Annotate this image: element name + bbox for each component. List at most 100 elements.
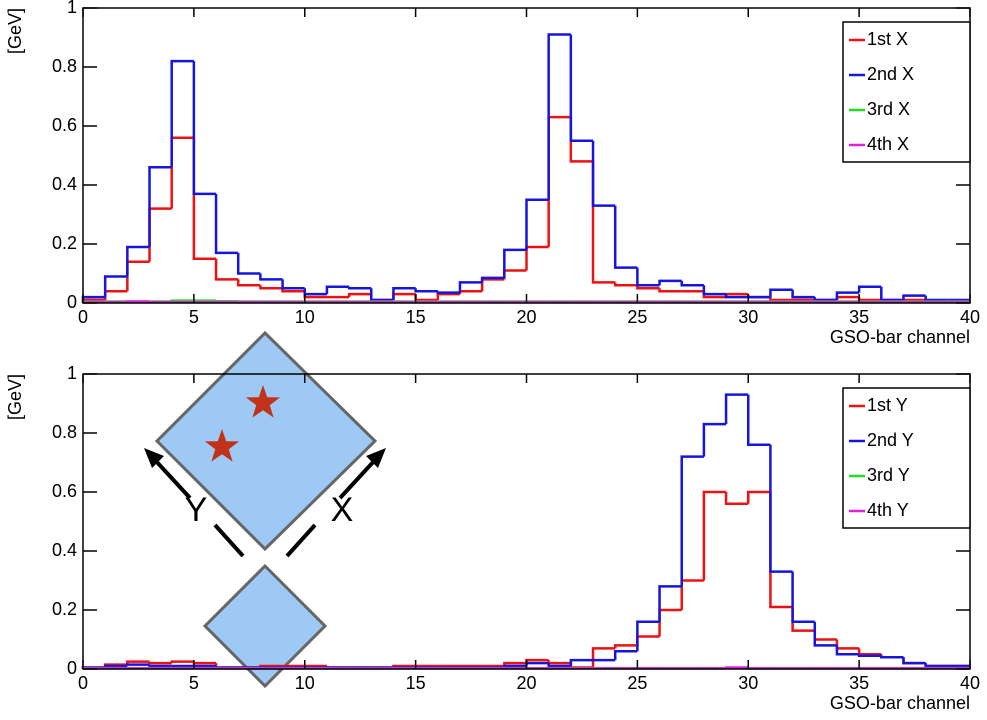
x-tick-label: 10 — [295, 307, 315, 327]
x-tick-label: 30 — [738, 673, 758, 693]
histogram-bin — [192, 61, 217, 196]
detector-diagram: Y X — [144, 330, 386, 689]
histogram-bin — [813, 621, 837, 647]
histogram-bin — [680, 579, 704, 610]
histogram-bin — [370, 288, 394, 302]
histogram-bin — [126, 260, 150, 292]
histogram-bin — [835, 295, 860, 301]
histogram-bin — [857, 297, 882, 302]
legend-label: 1st Y — [867, 395, 908, 415]
histogram-bin — [126, 300, 150, 303]
histogram-bin — [791, 289, 815, 299]
star — [245, 385, 281, 418]
histogram-bin — [591, 161, 616, 284]
legend-box — [842, 387, 971, 529]
y-tick-label: 1 — [67, 363, 77, 383]
histogram-bin — [170, 136, 194, 209]
histogram-bin — [547, 33, 571, 200]
histogram-bin — [148, 661, 172, 665]
histogram-bin — [613, 644, 638, 649]
arrowhead — [144, 448, 164, 468]
histogram-bin — [924, 663, 948, 668]
y-tick-label: 0 — [67, 658, 77, 678]
histogram-bin — [680, 280, 704, 287]
x-tick-label: 20 — [516, 307, 536, 327]
legend-label: 2nd X — [867, 64, 914, 84]
histogram-bin — [236, 252, 261, 275]
histogram-bin — [813, 630, 837, 641]
histogram-bin — [569, 658, 594, 667]
x-tick-label: 15 — [406, 673, 426, 693]
x-tick-label: 20 — [516, 673, 536, 693]
histogram-bin — [547, 663, 571, 668]
legend-label: 1st X — [867, 29, 908, 49]
histogram-bin — [214, 258, 239, 281]
histogram-bin — [569, 34, 594, 142]
y-axis-title: [GeV] — [5, 374, 25, 420]
y-tick-label: 1 — [67, 0, 77, 17]
legend: 1st Y 2nd Y 3rd Y 4th Y — [842, 387, 971, 529]
x-tick-label: 40 — [960, 307, 980, 327]
legend-label: 3rd X — [867, 99, 910, 119]
x-tick-label: 25 — [627, 307, 647, 327]
histogram-bin — [414, 288, 438, 293]
histogram-bin — [458, 289, 483, 295]
legend-box — [842, 21, 971, 163]
histogram-bin — [148, 207, 172, 262]
histogram-bin — [791, 607, 815, 632]
y-tick-label: 0.8 — [52, 422, 77, 442]
histogram-bin — [414, 294, 438, 302]
histogram-bin — [547, 115, 571, 247]
histogram-bin — [747, 394, 771, 447]
histogram-bin — [525, 245, 549, 271]
y-axis-title: [GeV] — [5, 8, 25, 54]
histogram-bin — [436, 291, 460, 294]
histogram-bin — [857, 285, 882, 293]
histogram-bin — [214, 193, 239, 255]
histogram-bin — [347, 286, 372, 290]
histogram-bin — [259, 285, 283, 290]
x-tick-label: 35 — [849, 673, 869, 693]
histogram-bin — [702, 285, 727, 296]
histogram-bin — [458, 281, 483, 293]
histogram-bin — [591, 140, 616, 207]
histogram-bin — [880, 655, 904, 659]
histogram-bin — [724, 666, 749, 669]
histogram-bin — [103, 289, 128, 301]
histogram-bin — [347, 292, 372, 298]
x-tick-label: 35 — [849, 307, 869, 327]
histogram-bin — [281, 279, 305, 290]
histogram-bin — [658, 608, 682, 637]
histogram-bin — [126, 663, 150, 667]
x-tick-label: 40 — [960, 673, 980, 693]
histogram-bin — [857, 648, 882, 656]
histogram-bin — [170, 660, 194, 664]
legend-label: 4th Y — [867, 500, 909, 520]
histogram-bin — [503, 269, 527, 280]
histogram-bin — [236, 279, 261, 287]
x-tick-label: 0 — [78, 673, 88, 693]
histogram-bin — [835, 639, 860, 650]
legend-label: 2nd Y — [867, 430, 914, 450]
x-axis-title: GSO-bar channel — [830, 693, 970, 713]
histogram-bin — [436, 292, 460, 301]
histogram-bin — [769, 288, 793, 298]
histogram-bin — [392, 292, 416, 301]
y-tick-label: 0.6 — [52, 481, 77, 501]
histogram-bin — [724, 393, 749, 425]
x-tick-label: 10 — [295, 673, 315, 693]
axis-arrows — [153, 458, 377, 558]
histogram-bin — [148, 664, 172, 668]
histogram-bin — [769, 297, 793, 302]
histogram-bin — [769, 444, 793, 573]
histogram-bin — [835, 645, 860, 656]
y-tick-label: 0.2 — [52, 599, 77, 619]
legend: 1st X 2nd X 3rd X 4th X — [842, 21, 971, 163]
histogram-bin — [924, 295, 948, 302]
histogram-bin — [259, 273, 283, 281]
histogram-bin — [525, 198, 549, 250]
histogram-bin — [702, 490, 727, 581]
histogram-bin — [569, 663, 594, 669]
